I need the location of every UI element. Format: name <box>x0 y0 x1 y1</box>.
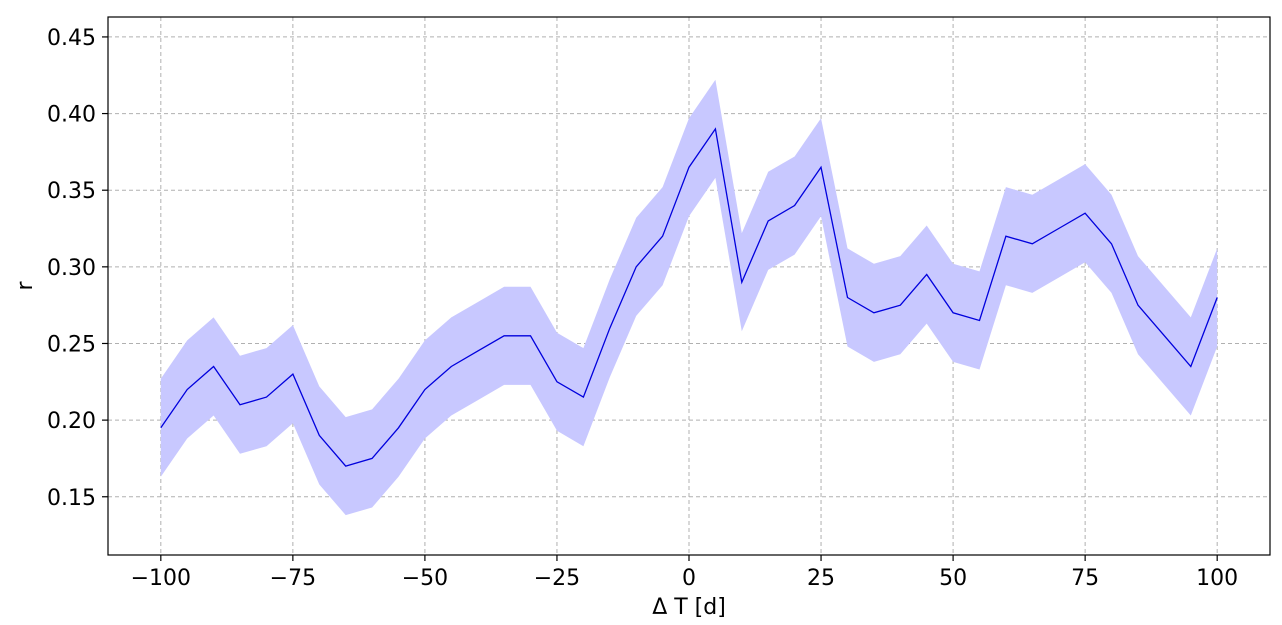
y-tick-label: 0.40 <box>47 103 96 128</box>
x-axis-label: Δ T [d] <box>652 595 726 620</box>
x-tick-label: 0 <box>682 566 696 591</box>
x-tick-label: −50 <box>402 566 448 591</box>
confidence-band <box>160 79 1218 516</box>
series-line <box>160 127 1218 467</box>
x-tick-label: 50 <box>939 566 967 591</box>
y-tick-label: 0.30 <box>47 256 96 281</box>
y-tick-label: 0.45 <box>47 26 96 51</box>
y-axis-label: r <box>13 281 38 291</box>
x-axis: −100 −75 −50 −25 0 25 50 75 100 <box>131 555 1238 591</box>
x-tick-label: 25 <box>807 566 835 591</box>
x-tick-label: 100 <box>1196 566 1238 591</box>
x-tick-label: −75 <box>270 566 316 591</box>
y-axis: 0.15 0.20 0.25 0.30 0.35 0.40 0.45 <box>47 26 108 511</box>
y-tick-label: 0.15 <box>47 486 96 511</box>
x-tick-label: 75 <box>1071 566 1099 591</box>
y-tick-label: 0.35 <box>47 179 96 204</box>
grid <box>108 17 1270 555</box>
y-tick-label: 0.25 <box>47 332 96 357</box>
x-tick-label: −25 <box>534 566 580 591</box>
y-tick-label: 0.20 <box>47 409 96 434</box>
x-tick-label: −100 <box>131 566 191 591</box>
